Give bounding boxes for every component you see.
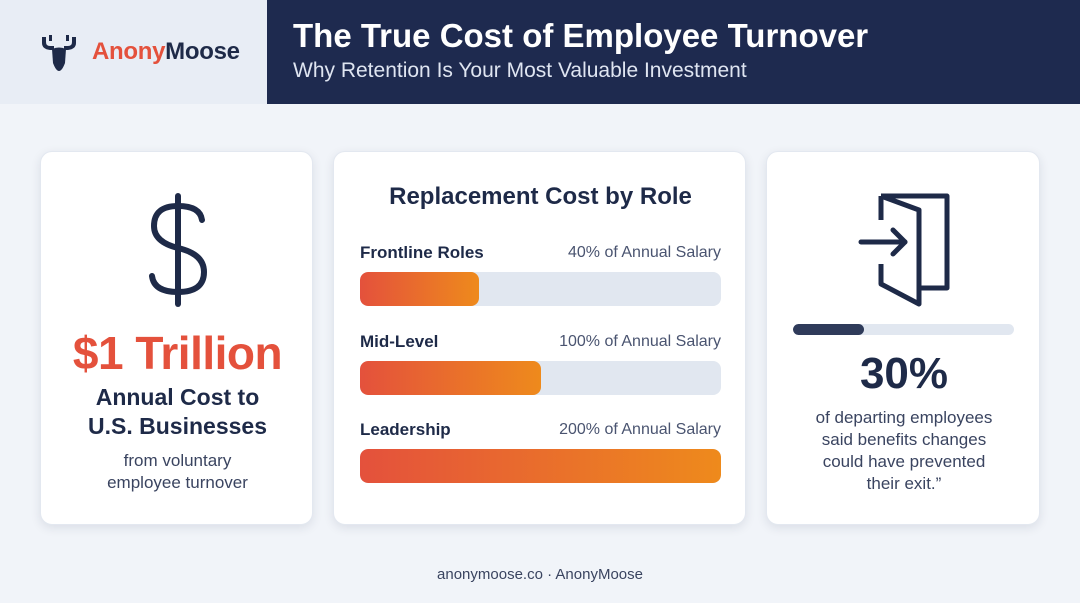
exit-stat: 30% bbox=[859, 349, 949, 398]
cost-label: Annual Cost to U.S. Businesses bbox=[88, 384, 267, 439]
roles-title: Replacement Cost by Role bbox=[389, 183, 692, 210]
role-value: 40% of Annual Salary bbox=[568, 244, 721, 261]
cost-stat: $1 Trillion bbox=[72, 327, 283, 379]
title-panel: The True Cost of Employee Turnover Why R… bbox=[267, 0, 1080, 104]
logo[interactable]: AnonyMoose bbox=[0, 0, 267, 104]
role-bar-track bbox=[360, 449, 721, 483]
page-title: The True Cost of Employee Turnover bbox=[293, 17, 869, 54]
role-bar-fill bbox=[360, 449, 721, 483]
role-bar-fill bbox=[360, 272, 480, 306]
header: AnonyMoose The True Cost of Employee Tur… bbox=[0, 0, 1080, 104]
retention-progress-bar bbox=[793, 324, 1014, 335]
roles-card: Replacement Cost by Role Frontline Roles… bbox=[333, 151, 746, 525]
role-bar-fill bbox=[360, 361, 541, 395]
role-name: Mid-Level bbox=[360, 332, 439, 351]
role-name: Frontline Roles bbox=[360, 243, 484, 262]
role-value: 200% of Annual Salary bbox=[559, 421, 721, 438]
logo-text: AnonyMoose bbox=[92, 38, 240, 65]
moose-icon bbox=[42, 35, 76, 71]
exit-card: 30% of departing employees said benefits… bbox=[766, 151, 1040, 525]
dollar-icon bbox=[148, 193, 207, 307]
role-bar-track bbox=[360, 361, 721, 395]
role-value: 100% of Annual Salary bbox=[559, 333, 721, 350]
exit-door-icon bbox=[858, 193, 950, 307]
exit-description: of departing employees said benefits cha… bbox=[815, 408, 993, 493]
retention-progress-fill bbox=[793, 324, 864, 335]
footer[interactable]: anonymoose.co · AnonyMoose bbox=[437, 566, 643, 583]
role-name: Leadership bbox=[360, 420, 451, 439]
role-bar-track bbox=[360, 272, 721, 306]
page-subtitle: Why Retention Is Your Most Valuable Inve… bbox=[293, 59, 747, 82]
cost-card: $1 Trillion Annual Cost to U.S. Business… bbox=[40, 151, 313, 525]
cost-sub: from voluntary employee turnover bbox=[107, 451, 248, 492]
